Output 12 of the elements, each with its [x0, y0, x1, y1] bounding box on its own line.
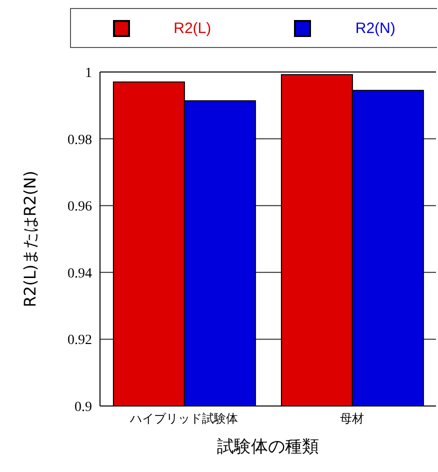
- y-tick-label: 0.96: [68, 200, 92, 215]
- y-tick-label: 0.9: [74, 400, 92, 415]
- y-tick-label: 0.98: [68, 132, 92, 148]
- y-axis-title: R2(L)またはR2(N): [20, 170, 40, 308]
- y-tick-label: 0.92: [68, 333, 92, 348]
- y-tick-label: 1: [85, 66, 92, 81]
- x-tick-label: ハイブリッド試験体: [129, 412, 238, 426]
- text: R2(L): [174, 20, 212, 36]
- text: R2(N): [355, 20, 396, 36]
- x-axis-title: 試験体の種類: [217, 437, 319, 457]
- y-tick-label: 0.94: [68, 266, 92, 282]
- x-tick-label: 母材: [340, 412, 364, 426]
